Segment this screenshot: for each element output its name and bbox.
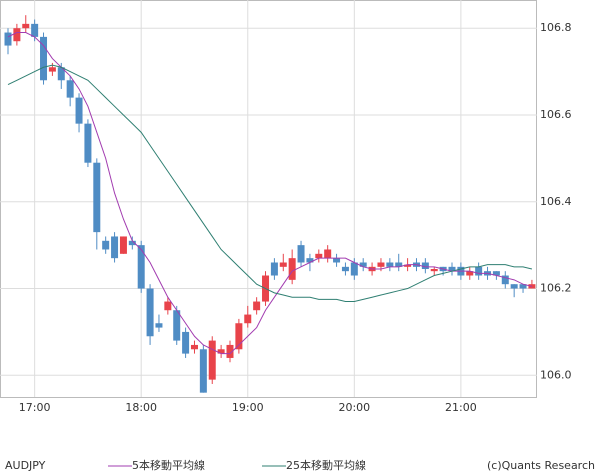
candle-body — [377, 262, 385, 267]
x-tick-label: 18:00 — [125, 401, 157, 414]
candle-body — [190, 344, 198, 350]
candle-body — [324, 249, 332, 259]
symbol: AUDJPY — [5, 459, 46, 472]
candle-body — [510, 284, 518, 289]
candle-body — [111, 236, 119, 259]
candle-body — [297, 245, 305, 263]
candle-body — [279, 262, 287, 267]
candle-body — [40, 36, 48, 81]
candle-body — [75, 97, 83, 124]
candle-body — [84, 123, 92, 163]
x-tick-label: 21:00 — [445, 401, 477, 414]
candle-body — [395, 262, 403, 267]
candle-body — [199, 349, 207, 393]
candle-body — [270, 262, 278, 276]
candle-body — [173, 310, 181, 341]
candle-body — [208, 340, 216, 380]
candle-body — [22, 23, 30, 29]
candle-body — [475, 266, 483, 276]
candle-body — [235, 323, 243, 350]
candle-body — [4, 32, 12, 46]
candle-body — [226, 344, 234, 358]
candle-body — [421, 262, 429, 270]
y-tick-label: 106.6 — [540, 108, 572, 121]
candle-body — [182, 331, 190, 354]
candle-body — [102, 240, 110, 250]
candle-body — [155, 323, 163, 328]
ma-line — [7, 64, 533, 303]
candle-body — [217, 349, 225, 354]
candle-body — [359, 262, 367, 267]
ma-line — [7, 32, 533, 355]
candle-body — [341, 266, 349, 272]
legend-label: 25本移動平均線 — [286, 458, 366, 472]
candle-body — [128, 240, 136, 246]
x-tick-label: 20:00 — [338, 401, 370, 414]
y-tick-label: 106.2 — [540, 282, 572, 295]
candle-body — [333, 258, 341, 263]
candle-body — [430, 269, 438, 272]
candle-body — [13, 28, 21, 42]
candle-body — [244, 314, 252, 324]
candle-body — [404, 264, 412, 267]
candle-body — [386, 262, 394, 267]
candle-body — [288, 258, 296, 280]
y-tick-label: 106.0 — [540, 368, 572, 381]
legend-label: 5本移動平均線 — [132, 458, 205, 472]
candle-body — [315, 253, 323, 259]
candle-body — [164, 301, 172, 311]
plot-area — [0, 0, 537, 398]
x-tick-label: 19:00 — [232, 401, 264, 414]
candle-body — [48, 67, 56, 72]
candle-body — [93, 162, 101, 233]
candle-body — [501, 275, 509, 285]
candle-body — [119, 236, 127, 254]
candle-body — [350, 262, 358, 276]
candle-body — [137, 245, 145, 289]
candle-body — [519, 284, 527, 289]
candle-body — [492, 271, 500, 276]
candle-body — [466, 271, 474, 276]
candle-body — [146, 288, 154, 337]
candle-body — [66, 80, 74, 98]
y-tick-label: 106.8 — [540, 21, 572, 34]
x-tick-label: 17:00 — [19, 401, 51, 414]
candle-body — [57, 67, 65, 81]
y-tick-label: 106.4 — [540, 195, 572, 208]
candle-body — [253, 301, 261, 311]
candle-body — [31, 23, 39, 37]
credit: (c)Quants Research — [487, 459, 595, 472]
candle-body — [448, 266, 456, 272]
candle-body — [306, 258, 314, 263]
